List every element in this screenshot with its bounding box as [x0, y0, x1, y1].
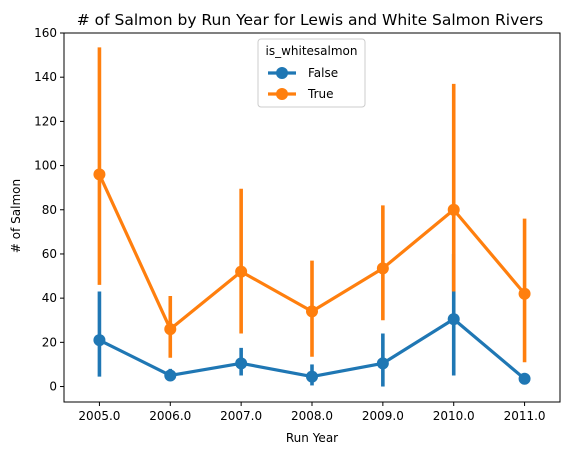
data-point	[518, 287, 531, 300]
legend-marker	[276, 88, 288, 100]
data-point	[235, 265, 248, 278]
x-tick-label: 2007.0	[220, 409, 262, 423]
legend-label: True	[307, 87, 334, 101]
y-tick-label: 120	[34, 114, 57, 128]
y-tick-label: 0	[49, 380, 57, 394]
data-point	[447, 203, 460, 216]
x-tick-label: 2005.0	[78, 409, 120, 423]
data-point	[164, 369, 177, 382]
data-point	[376, 262, 389, 275]
x-tick-label: 2008.0	[291, 409, 333, 423]
data-point	[306, 370, 318, 383]
data-point	[447, 313, 460, 326]
y-tick-label: 60	[42, 247, 57, 261]
series-true	[93, 47, 531, 363]
y-tick-label: 140	[34, 70, 57, 84]
legend-entry: False	[268, 66, 338, 80]
y-tick-label: 160	[34, 26, 57, 40]
x-tick-label: 2009.0	[362, 409, 404, 423]
legend-label: False	[308, 66, 338, 80]
x-axis-label: Run Year	[286, 431, 338, 445]
y-tick-label: 20	[42, 335, 57, 349]
legend: is_whitesalmon False True	[257, 38, 366, 108]
y-tick-label: 40	[42, 291, 57, 305]
y-tick-label: 100	[34, 159, 57, 173]
data-point	[376, 357, 389, 370]
data-point	[164, 323, 177, 336]
x-tick-label: 2006.0	[149, 409, 191, 423]
x-tick-label: 2010.0	[433, 409, 475, 423]
legend-marker	[276, 67, 288, 79]
data-point	[518, 372, 531, 385]
x-tick-label: 2011.0	[504, 409, 546, 423]
legend-entry: True	[268, 87, 334, 101]
chart-title: # of Salmon by Run Year for Lewis and Wh…	[77, 11, 544, 29]
data-point	[93, 168, 106, 181]
legend-title: is_whitesalmon	[265, 44, 357, 58]
plot-area: 0 20 40 60 80 100 120 140 160 2005.0 2006.0 2007.0 2…	[34, 26, 561, 423]
series-false	[93, 253, 531, 387]
data-point	[235, 357, 248, 370]
data-point	[93, 334, 106, 347]
data-point	[306, 305, 318, 318]
y-axis-label: # of Salmon	[9, 179, 23, 253]
y-tick-label: 80	[42, 203, 57, 217]
